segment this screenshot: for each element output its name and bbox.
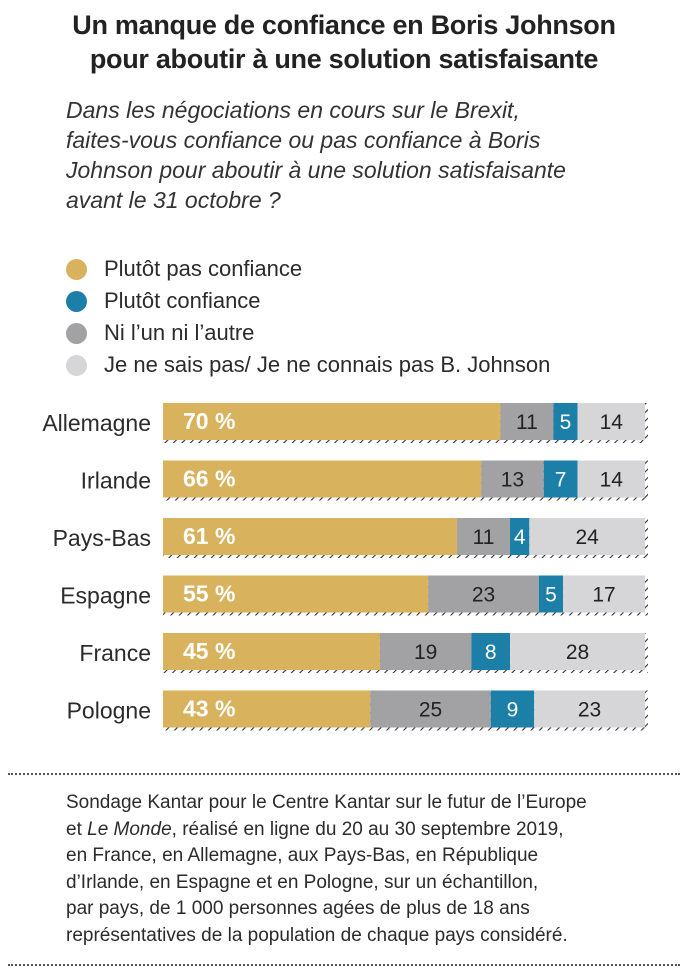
data-label-france-plutot-pas-confiance: 45 %	[183, 638, 235, 664]
category-label-irlande: Irlande	[81, 468, 151, 494]
bar-segment-france-plutot-confiance	[471, 633, 511, 670]
question-line-1: Dans les négociations en cours sur le Br…	[66, 97, 520, 123]
category-label-allemagne: Allemagne	[42, 410, 151, 436]
legend-label-ne-sais-pas: Je ne sais pas/ Je ne connais pas B. Joh…	[104, 352, 551, 377]
data-label-pays-bas-je-ne-sais-pas-je-ne-connais-pas-b-johnson: 24	[575, 526, 599, 549]
bar-segment-irlande-ni-l-un-ni-l-autre	[481, 460, 544, 498]
chart-title-line-1: Un manque de confiance en Boris Johnson	[72, 10, 616, 40]
legend-label-ni-l-un-ni-l-autre: Ni l’un ni l’autre	[104, 320, 255, 345]
bar-segment-pays-bas-plutot-pas-confiance	[163, 518, 458, 555]
source-line-4: d’Irlande, en Espagne et en Pologne, sur…	[66, 871, 539, 893]
source-line-3: en France, en Allemagne, aux Pays-Bas, e…	[66, 845, 539, 866]
legend-item-confiance: Plutôt confiance	[66, 285, 550, 317]
data-label-pologne-ni-l-un-ni-l-autre: 25	[419, 699, 442, 722]
source-note: Sondage Kantar pour le Centre Kantar sur…	[66, 790, 666, 949]
bar-segment-allemagne-je-ne-sais-pas-je-ne-connais-pas-b-johnson	[577, 403, 645, 440]
legend-item-ni-l-un-ni-l-autre: Ni l’un ni l’autre	[66, 317, 550, 349]
bar-segment-irlande-je-ne-sais-pas-je-ne-connais-pas-b-johnson	[577, 460, 645, 498]
legend-label-confiance: Plutôt confiance	[104, 288, 261, 313]
bar-segment-allemagne-ni-l-un-ni-l-autre	[500, 403, 554, 440]
bar-segment-pologne-plutot-pas-confiance	[163, 690, 371, 728]
bar-segment-espagne-ni-l-un-ni-l-autre	[428, 575, 539, 613]
data-label-pologne-plutot-confiance: 9	[507, 699, 519, 722]
bar-segment-france-je-ne-sais-pas-je-ne-connais-pas-b-johnson	[510, 633, 645, 670]
source-line-2-post: , réalisé en ligne du 20 au 30 septembre…	[171, 818, 564, 840]
bar-segment-espagne-plutot-confiance	[538, 575, 564, 613]
data-label-irlande-plutot-pas-confiance: 66 %	[183, 466, 235, 492]
bar-segment-pologne-ni-l-un-ni-l-autre	[370, 690, 491, 728]
bar-segment-espagne-plutot-pas-confiance	[163, 575, 429, 613]
data-label-pays-bas-plutot-confiance: 4	[514, 526, 526, 549]
source-line-2: et Le Monde, réalisé en ligne du 20 au 3…	[66, 817, 666, 844]
bar-segment-pologne-je-ne-sais-pas-je-ne-connais-pas-b-johnson	[534, 690, 645, 728]
separator-top	[8, 773, 680, 775]
bar-segment-irlande-plutot-confiance	[543, 460, 578, 498]
data-label-irlande-ni-l-un-ni-l-autre: 13	[501, 469, 524, 492]
category-label-espagne: Espagne	[60, 583, 151, 609]
data-label-france-je-ne-sais-pas-je-ne-connais-pas-b-johnson: 28	[566, 641, 589, 664]
data-label-pologne-je-ne-sais-pas-je-ne-connais-pas-b-johnson: 23	[578, 699, 601, 722]
legend-dot-pas-confiance	[66, 258, 87, 280]
bar-segment-allemagne-plutot-pas-confiance	[163, 403, 501, 440]
bar-segment-france-plutot-pas-confiance	[163, 633, 380, 670]
legend-item-pas-confiance: Plutôt pas confiance	[66, 253, 550, 285]
legend-label-pas-confiance: Plutôt pas confiance	[104, 256, 303, 281]
source-line-5: par pays, de 1 000 personnes agées de pl…	[66, 898, 530, 919]
data-label-pays-bas-plutot-pas-confiance: 61 %	[183, 523, 235, 549]
stacked-bar-chart: Allemagne 70 % 11 5 14 Irlande 66 % 13 7 14 Pays-B…	[42, 403, 648, 731]
data-label-allemagne-plutot-pas-confiance: 70 %	[183, 408, 235, 434]
data-label-france-ni-l-un-ni-l-autre: 19	[414, 641, 437, 664]
data-label-allemagne-ni-l-un-ni-l-autre: 11	[516, 411, 538, 434]
bar-segment-irlande-plutot-pas-confiance	[163, 460, 482, 498]
chart-title: Un manque de confiance en Boris Johnson …	[0, 8, 688, 76]
source-line-2-pre: et	[66, 818, 88, 840]
bar-segment-pays-bas-ni-l-un-ni-l-autre	[457, 518, 511, 555]
bar-segment-france-ni-l-un-ni-l-autre	[379, 633, 472, 670]
bar-segment-allemagne-plutot-confiance	[553, 403, 578, 440]
question-line-4: avant le 31 octobre ?	[66, 187, 281, 213]
legend-dot-ne-sais-pas	[66, 354, 87, 376]
data-label-espagne-je-ne-sais-pas-je-ne-connais-pas-b-johnson: 17	[592, 584, 615, 607]
category-label-pologne: Pologne	[67, 698, 151, 724]
legend-dot-ni-l-un-ni-l-autre	[66, 322, 87, 344]
legend-item-ne-sais-pas: Je ne sais pas/ Je ne connais pas B. Joh…	[66, 349, 550, 381]
data-label-espagne-plutot-confiance: 5	[545, 584, 557, 607]
bar-segment-espagne-je-ne-sais-pas-je-ne-connais-pas-b-johnson	[563, 575, 645, 613]
data-label-espagne-ni-l-un-ni-l-autre: 23	[472, 584, 495, 607]
legend-dot-confiance	[66, 290, 87, 312]
chart-rows: Allemagne 70 % 11 5 14 Irlande 66 % 13 7 14 Pays-B…	[42, 403, 648, 731]
source-line-6: représentatives de la population de chaq…	[66, 924, 568, 946]
data-label-irlande-plutot-confiance: 7	[555, 469, 567, 492]
bar-segment-pays-bas-plutot-confiance	[510, 518, 530, 555]
survey-question: Dans les négociations en cours sur le Br…	[66, 95, 666, 215]
data-label-pologne-plutot-pas-confiance: 43 %	[183, 696, 235, 722]
bar-segment-pays-bas-je-ne-sais-pas-je-ne-connais-pas-b-johnson	[529, 518, 645, 555]
question-line-2: faites-vous confiance ou pas confiance à…	[66, 127, 541, 153]
data-label-allemagne-je-ne-sais-pas-je-ne-connais-pas-b-johnson: 14	[600, 411, 624, 434]
bar-segment-pologne-plutot-confiance	[490, 690, 535, 728]
question-line-3: Johnson pour aboutir à une solution sati…	[66, 157, 566, 183]
chart-legend: Plutôt pas confiance Plutôt confiance Ni…	[66, 253, 550, 381]
category-label-pays-bas: Pays-Bas	[53, 525, 151, 551]
category-label-france: France	[79, 640, 151, 666]
separator-bottom	[8, 964, 680, 966]
data-label-irlande-je-ne-sais-pas-je-ne-connais-pas-b-johnson: 14	[600, 469, 624, 492]
source-line-2-publication: Le Monde	[87, 818, 172, 840]
data-label-france-plutot-confiance: 8	[485, 641, 497, 664]
data-label-pays-bas-ni-l-un-ni-l-autre: 11	[473, 526, 495, 549]
chart-title-line-2: pour aboutir à une solution satisfaisant…	[89, 44, 599, 74]
source-line-1: Sondage Kantar pour le Centre Kantar sur…	[66, 792, 587, 813]
data-label-espagne-plutot-pas-confiance: 55 %	[183, 581, 235, 607]
data-label-allemagne-plutot-confiance: 5	[560, 411, 572, 434]
